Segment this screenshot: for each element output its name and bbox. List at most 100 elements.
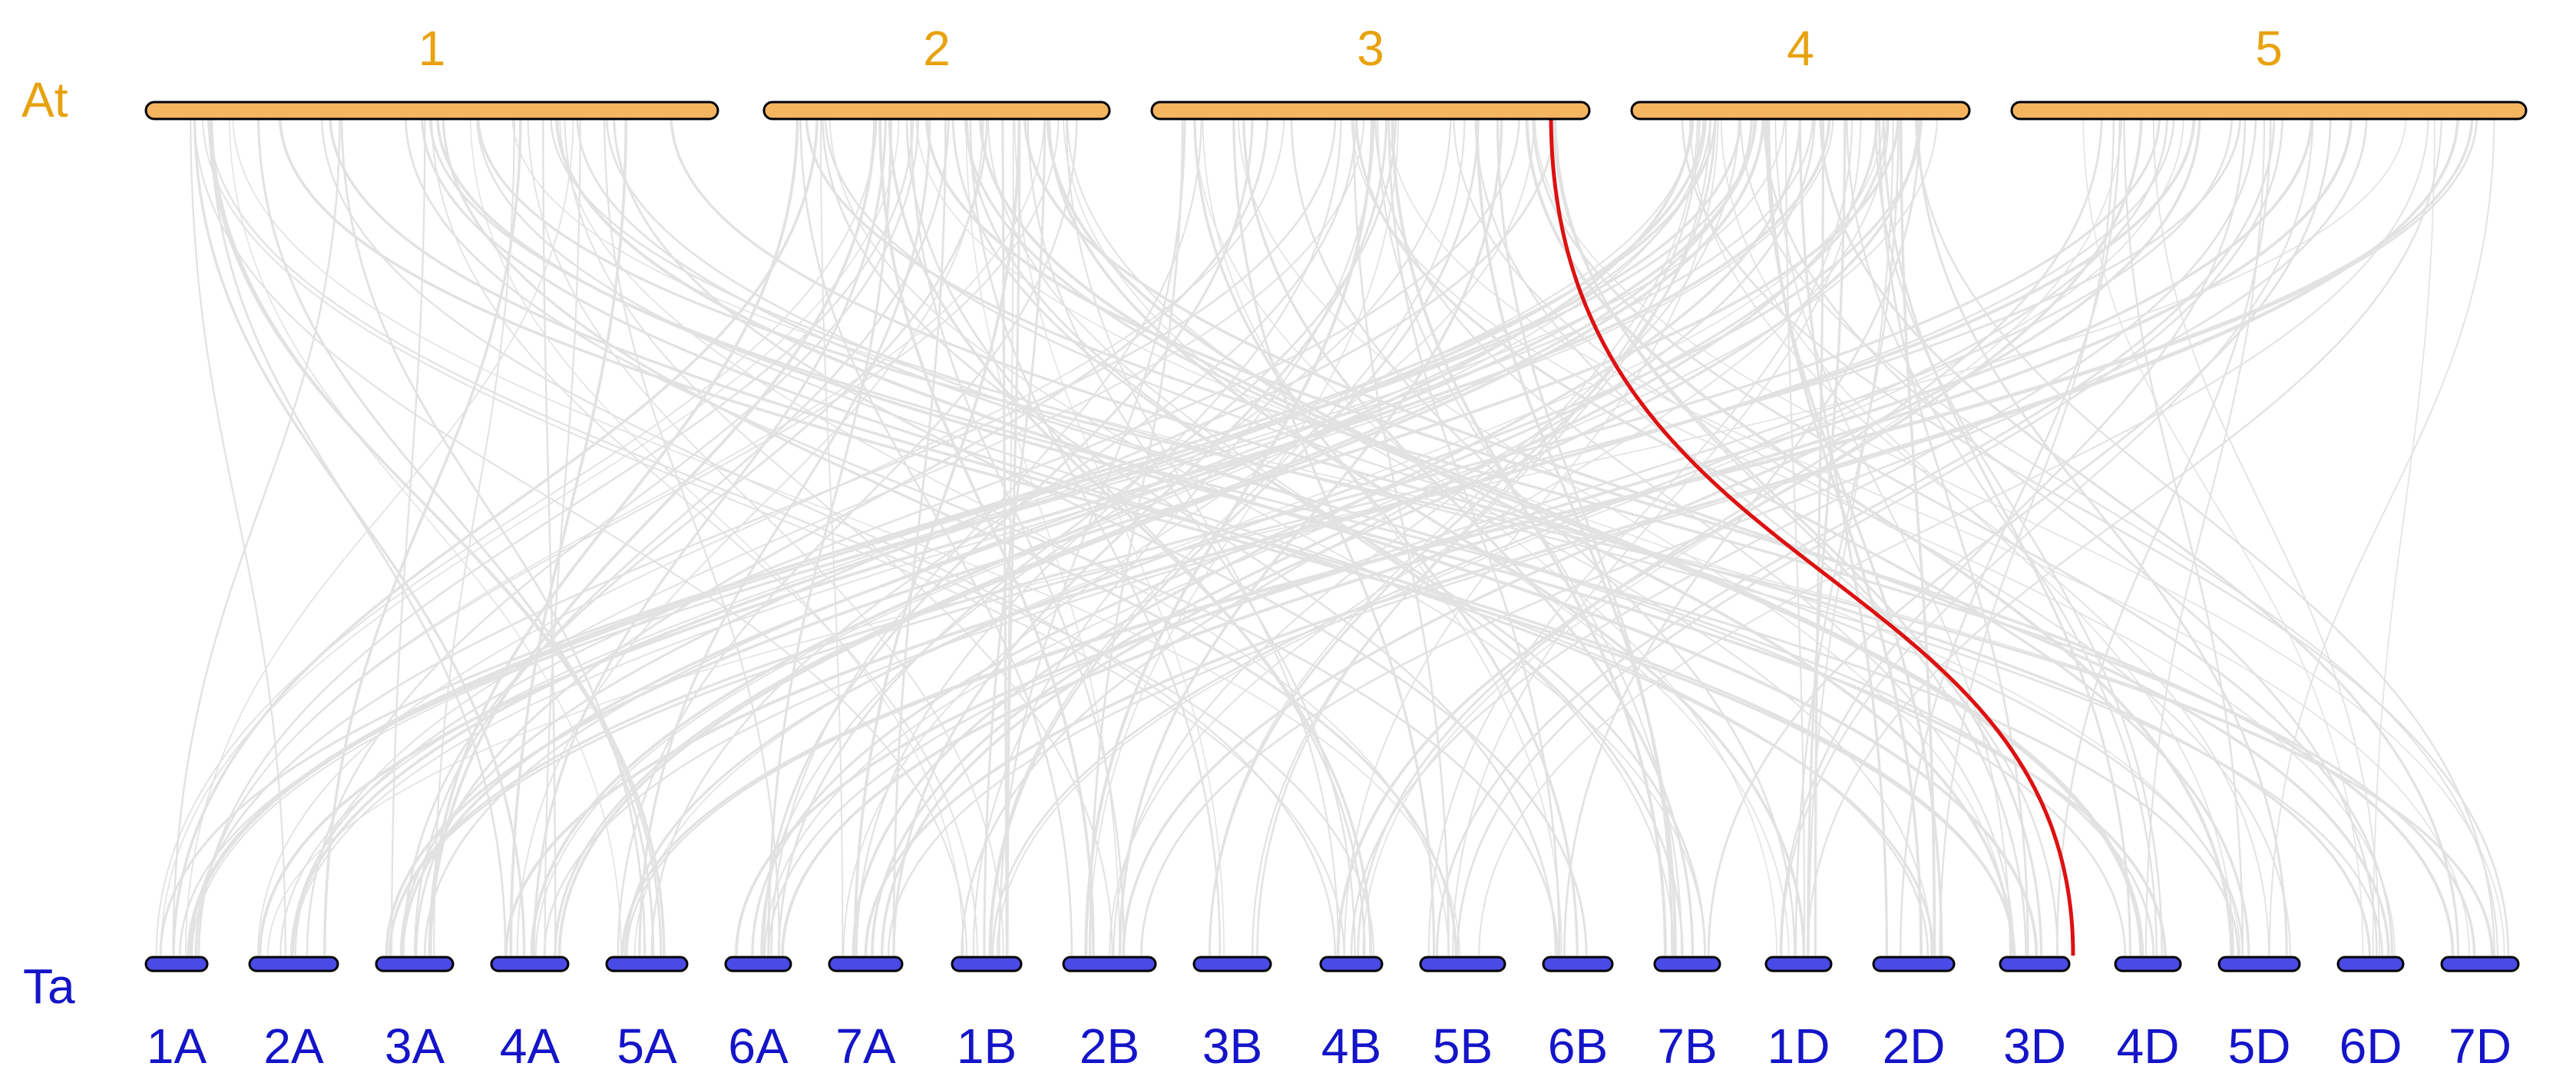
synteny-link (428, 114, 876, 956)
synteny-link (855, 114, 1342, 956)
synteny-link (2144, 114, 2266, 956)
synteny-link (824, 114, 2244, 956)
top-chromosome-1 (144, 101, 719, 121)
bottom-chromosome-label: 6B (1548, 1019, 1608, 1074)
synteny-link (888, 114, 1372, 956)
bottom-chromosome-label: 1A (147, 1019, 207, 1074)
synteny-link (760, 114, 1452, 956)
synteny-link (1436, 114, 2276, 956)
synteny-link (477, 114, 2494, 956)
bottom-chromosome-2A (248, 956, 339, 972)
bottom-chromosome-1D (1764, 956, 1833, 972)
synteny-link (1427, 114, 1853, 956)
synteny-link (910, 114, 1126, 956)
bottom-chromosome-1A (144, 956, 209, 972)
synteny-link (544, 114, 581, 956)
synteny-link (404, 114, 1559, 956)
synteny-link (190, 114, 286, 956)
synteny-link (820, 114, 844, 956)
synteny-link (998, 114, 1186, 956)
synteny-link (1387, 114, 1561, 956)
synteny-link (1357, 114, 2103, 956)
bottom-chromosome-label: 7D (2449, 1019, 2512, 1074)
synteny-link (431, 114, 978, 956)
synteny-link (554, 114, 2039, 956)
bottom-chromosome-label: 6D (2340, 1019, 2402, 1074)
synteny-link (1474, 114, 2058, 956)
bottom-chromosome-label: 7A (835, 1019, 896, 1074)
synteny-link (172, 114, 341, 956)
synteny-link (1208, 114, 1717, 956)
bottom-chromosome-2D (1872, 956, 1956, 972)
synteny-link (191, 114, 1786, 956)
synteny-link (1806, 114, 2442, 956)
synteny-link (1774, 114, 2011, 956)
synteny-link (1202, 114, 1562, 956)
bottom-chromosome-label: 2D (1883, 1019, 1946, 1074)
bottom-chromosome-3D (1999, 956, 2071, 972)
synteny-link (232, 114, 1460, 956)
synteny-link (542, 114, 557, 956)
synteny-link (1784, 114, 1806, 956)
synteny-link (1387, 114, 2470, 956)
bottom-chromosome-label: 5B (1433, 1019, 1493, 1074)
synteny-link (988, 114, 1466, 956)
synteny-link (1351, 114, 2396, 956)
synteny-link (509, 114, 628, 956)
bottom-chromosome-4D (2114, 956, 2182, 972)
background-links (155, 114, 2510, 956)
synteny-link (892, 114, 947, 956)
synteny-link (880, 114, 1920, 956)
synteny-link (1027, 114, 1356, 956)
synteny-link (2123, 114, 2244, 956)
synteny-link (402, 114, 988, 956)
synteny-link (991, 114, 2168, 956)
bottom-chromosome-label: 2B (1080, 1019, 1139, 1074)
synteny-link (1065, 114, 1340, 956)
top-chromosome-5 (2010, 101, 2528, 121)
bottom-chromosome-6A (724, 956, 792, 972)
bottom-chromosome-label: 4B (1321, 1019, 1381, 1074)
bottom-chromosome-label: 1B (957, 1019, 1017, 1074)
top-chromosome-4 (1630, 101, 1971, 121)
synteny-link (1882, 114, 2131, 956)
synteny-link (1113, 114, 1740, 956)
synteny-link (1846, 114, 2158, 956)
synteny-link (978, 114, 2144, 956)
synteny-link (415, 114, 1269, 956)
synteny-link (559, 114, 1450, 956)
synteny-link (401, 114, 1757, 956)
synteny-link (1232, 114, 1436, 956)
synteny-link (155, 114, 878, 956)
synteny-link (1681, 114, 2510, 956)
top-chromosome-label: 2 (923, 21, 951, 76)
synteny-link (179, 114, 1814, 956)
bottom-chromosome-label: 4D (2117, 1019, 2180, 1074)
synteny-link (751, 114, 1889, 956)
synteny-link (1689, 114, 2270, 956)
bottom-chromosome-3A (375, 956, 455, 972)
bottom-chromosome-label: 3B (1202, 1019, 1262, 1074)
top-chromosome-2 (762, 101, 1111, 121)
synteny-link (670, 114, 2371, 956)
bottom-chromosome-6B (1542, 956, 1614, 972)
bottom-chromosome-5D (2217, 956, 2301, 972)
highlight-synteny-link (1549, 114, 2075, 956)
synteny-link (1350, 114, 2257, 956)
synteny-link (1290, 114, 1796, 956)
synteny-link (187, 114, 1742, 956)
synteny-link (1023, 114, 2390, 956)
synteny-link (516, 114, 984, 956)
synteny-link (428, 114, 799, 956)
top-chromosomes: 1 2 3 4 5 (144, 21, 2528, 121)
bottom-chromosome-label: 2A (263, 1019, 324, 1074)
synteny-link (543, 114, 2175, 956)
bottom-chromosome-label: 6A (728, 1019, 789, 1074)
bottom-chromosome-label: 7B (1657, 1019, 1717, 1074)
synteny-link (258, 114, 1831, 956)
bottom-chromosome-4A (490, 956, 570, 972)
synteny-link (969, 114, 1222, 956)
synteny-link (385, 114, 1900, 956)
synteny-link (197, 114, 914, 956)
synteny-link (320, 114, 1337, 956)
